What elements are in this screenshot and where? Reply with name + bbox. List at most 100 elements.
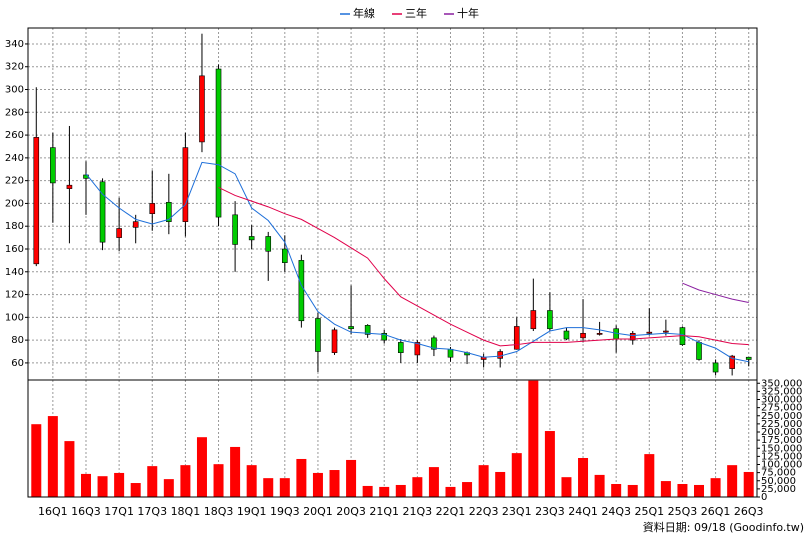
- y-tick-label: 100,000: [761, 460, 802, 471]
- volume-bar: [445, 486, 456, 497]
- candle-body: [530, 310, 537, 330]
- legend-label: 三年: [405, 6, 427, 20]
- candle-body: [712, 362, 719, 373]
- x-tick-label: 20Q3: [336, 505, 366, 518]
- candle-body: [745, 356, 752, 360]
- y-tick-label: 200: [5, 198, 24, 209]
- footer: 資料日期: 09/18 (Goodinfo.tw): [643, 520, 804, 534]
- x-tick-label: 22Q3: [469, 505, 499, 518]
- x-tick-label: 19Q1: [237, 505, 267, 518]
- volume-bar: [428, 467, 439, 497]
- candle-body: [315, 318, 321, 352]
- candle-body: [116, 228, 122, 238]
- legend-label: 年線: [353, 6, 375, 20]
- y-tick-label: 140: [5, 267, 24, 278]
- x-tick-label: 17Q1: [104, 505, 134, 518]
- x-tick-label: 22Q1: [436, 505, 466, 518]
- volume-bar: [412, 477, 423, 497]
- ma-line: [682, 282, 749, 304]
- volume-bar: [511, 453, 522, 497]
- y-tick-label: 175,000: [761, 435, 802, 446]
- volume-bar: [677, 484, 688, 497]
- candle-body: [397, 342, 404, 353]
- y-tick-label: 125,000: [761, 451, 802, 462]
- volume-bar: [147, 466, 158, 497]
- volume-bar: [114, 472, 125, 497]
- x-tick-label: 18Q1: [171, 505, 201, 518]
- candle-body: [729, 355, 735, 369]
- y-tick-label: 275,000: [761, 403, 802, 414]
- volume-bar: [80, 473, 91, 497]
- y-tick-label: 300: [5, 85, 24, 96]
- x-tick-label: 20Q1: [303, 505, 333, 518]
- x-tick-label: 21Q3: [403, 505, 433, 518]
- volume-bar: [694, 484, 705, 497]
- y-tick-label: 350,000: [761, 378, 802, 389]
- candle-body: [215, 68, 222, 218]
- candle-body: [696, 342, 702, 360]
- candle-body: [547, 310, 553, 330]
- volume-bar: [362, 485, 373, 497]
- candle-body: [132, 221, 139, 228]
- volume-bar: [279, 478, 290, 497]
- x-tick-label: 16Q1: [38, 505, 68, 518]
- candle-body: [596, 332, 603, 335]
- candle-body: [248, 236, 255, 241]
- candle-body: [99, 181, 106, 243]
- volume-bar: [660, 481, 671, 497]
- volume-bar: [263, 478, 274, 497]
- candle-body: [563, 330, 570, 340]
- y-tick-label: 120: [5, 290, 24, 301]
- y-tick-label: 75,000: [761, 468, 796, 479]
- candle-body: [381, 332, 388, 341]
- x-tick-label: 26Q1: [701, 505, 731, 518]
- volume-bar: [246, 465, 257, 497]
- candle-body: [646, 331, 653, 334]
- volume-bar: [312, 472, 323, 497]
- x-tick-label: 25Q3: [668, 505, 698, 518]
- candle-body: [50, 147, 56, 184]
- panel-frame: [27, 379, 758, 498]
- volume-bar: [528, 380, 539, 497]
- x-tick-label: 21Q1: [369, 505, 399, 518]
- volume-bar: [611, 484, 622, 497]
- candle-body: [182, 147, 189, 222]
- volume-bar: [710, 478, 721, 497]
- legend-label: 十年: [457, 6, 479, 20]
- candle-body: [414, 342, 421, 356]
- volume-bar: [346, 459, 357, 497]
- candle-body: [298, 260, 305, 322]
- volume-bar: [230, 446, 241, 497]
- y-tick-label: 60: [11, 358, 24, 369]
- volume-bar: [64, 441, 75, 497]
- candle-body: [497, 351, 503, 359]
- candle-body: [431, 337, 437, 350]
- candle-body: [232, 214, 238, 245]
- volume-bar: [329, 470, 340, 497]
- x-tick-label: 25Q1: [634, 505, 664, 518]
- y-tick-label: 320: [5, 62, 24, 73]
- volume-bar: [644, 454, 655, 497]
- y-tick-label: 160: [5, 244, 24, 255]
- y-tick-label: 180: [5, 221, 24, 232]
- candle-body: [580, 332, 586, 339]
- volume-bar: [594, 474, 605, 497]
- volume-bar: [180, 465, 191, 497]
- y-tick-label: 80: [11, 335, 24, 346]
- volume-bar: [213, 464, 224, 497]
- volume-bar: [163, 479, 174, 497]
- x-tick-label: 23Q1: [502, 505, 532, 518]
- volume-bar: [478, 465, 489, 497]
- candle-body: [348, 326, 354, 330]
- candle-body: [447, 348, 454, 358]
- y-tick-label: 150,000: [761, 443, 802, 454]
- volume-bar: [130, 483, 141, 497]
- candle-body: [663, 330, 669, 333]
- candle-body: [166, 201, 172, 222]
- x-tick-label: 26Q3: [734, 505, 764, 518]
- candle-body: [199, 75, 205, 143]
- y-tick-label: 220: [5, 176, 24, 187]
- candle-body: [282, 248, 288, 263]
- volume-bar: [561, 477, 572, 497]
